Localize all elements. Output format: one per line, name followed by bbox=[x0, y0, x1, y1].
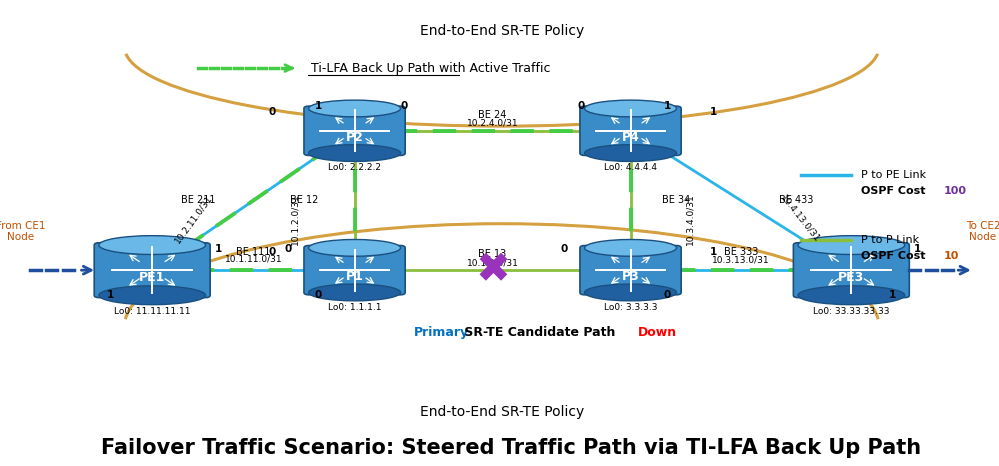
Text: P to PE Link: P to PE Link bbox=[860, 170, 926, 180]
Text: BE 111: BE 111 bbox=[236, 247, 271, 257]
Text: Failover Traffic Scenario: Steered Traffic Path via TI-LFA Back Up Path: Failover Traffic Scenario: Steered Traff… bbox=[101, 438, 921, 458]
Text: 1: 1 bbox=[107, 290, 115, 300]
Text: P4: P4 bbox=[621, 131, 639, 144]
Text: 10.1.11.0/31: 10.1.11.0/31 bbox=[225, 254, 282, 263]
Text: End-to-End SR-TE Policy: End-to-End SR-TE Policy bbox=[420, 24, 583, 38]
FancyBboxPatch shape bbox=[580, 106, 681, 155]
Ellipse shape bbox=[584, 284, 676, 301]
Text: 0: 0 bbox=[560, 244, 568, 254]
Text: 1: 1 bbox=[889, 290, 896, 300]
Text: PE3: PE3 bbox=[838, 271, 864, 284]
Text: Lo0: 4.4.4.4: Lo0: 4.4.4.4 bbox=[604, 164, 657, 172]
Ellipse shape bbox=[309, 145, 401, 161]
Text: Lo0: 33.33.33.33: Lo0: 33.33.33.33 bbox=[813, 307, 889, 316]
Text: SR-TE Candidate Path: SR-TE Candidate Path bbox=[461, 326, 620, 339]
Ellipse shape bbox=[309, 240, 401, 256]
Ellipse shape bbox=[99, 286, 206, 305]
Text: 100: 100 bbox=[943, 186, 966, 196]
Text: P2: P2 bbox=[346, 131, 364, 144]
Ellipse shape bbox=[584, 100, 676, 117]
Text: 0: 0 bbox=[315, 290, 322, 300]
Ellipse shape bbox=[309, 284, 401, 301]
Text: Primary: Primary bbox=[415, 326, 470, 339]
FancyBboxPatch shape bbox=[793, 243, 909, 298]
Text: 10.2.11.0/31: 10.2.11.0/31 bbox=[173, 193, 214, 245]
Text: 10.3.13.0/31: 10.3.13.0/31 bbox=[712, 255, 770, 264]
Text: 0: 0 bbox=[663, 290, 670, 300]
Text: BE 433: BE 433 bbox=[779, 195, 813, 206]
Text: BE 12: BE 12 bbox=[290, 195, 318, 206]
Ellipse shape bbox=[584, 145, 676, 161]
Text: 1: 1 bbox=[663, 101, 670, 111]
Text: 1: 1 bbox=[315, 101, 322, 111]
Text: BE 211: BE 211 bbox=[181, 195, 216, 206]
Text: 10.4.13.0/31: 10.4.13.0/31 bbox=[779, 194, 822, 244]
Text: 1: 1 bbox=[914, 244, 921, 254]
Text: OSPF Cost: OSPF Cost bbox=[860, 186, 929, 196]
Text: 1: 1 bbox=[709, 107, 717, 117]
Text: Lo0: 2.2.2.2: Lo0: 2.2.2.2 bbox=[328, 164, 381, 172]
Ellipse shape bbox=[584, 240, 676, 256]
Text: Down: Down bbox=[638, 326, 677, 339]
Text: P to P Link: P to P Link bbox=[860, 235, 919, 245]
Ellipse shape bbox=[309, 100, 401, 117]
Text: Lo0: 1.1.1.1: Lo0: 1.1.1.1 bbox=[328, 303, 382, 312]
Text: BE 333: BE 333 bbox=[723, 247, 758, 257]
Text: 0: 0 bbox=[285, 244, 292, 254]
FancyBboxPatch shape bbox=[304, 106, 406, 155]
Text: PE1: PE1 bbox=[139, 271, 166, 284]
Text: From CE1
Node: From CE1 Node bbox=[0, 221, 45, 242]
Text: P3: P3 bbox=[621, 270, 639, 283]
Ellipse shape bbox=[99, 236, 206, 254]
Text: 10.1.2.0/31: 10.1.2.0/31 bbox=[291, 193, 300, 245]
Text: BE 13: BE 13 bbox=[479, 249, 506, 259]
Text: Ti-LFA Back Up Path with Active Traffic: Ti-LFA Back Up Path with Active Traffic bbox=[307, 62, 550, 75]
Text: 1: 1 bbox=[215, 244, 222, 254]
Text: ✖: ✖ bbox=[476, 249, 510, 291]
Text: Lo0: 3.3.3.3: Lo0: 3.3.3.3 bbox=[603, 303, 657, 312]
Text: 10.3.4.0/31: 10.3.4.0/31 bbox=[686, 193, 695, 245]
Text: 10.1.3.0/31: 10.1.3.0/31 bbox=[467, 258, 518, 267]
Text: BE 34: BE 34 bbox=[662, 195, 690, 206]
Text: 1: 1 bbox=[709, 247, 717, 257]
Text: 10: 10 bbox=[943, 251, 959, 261]
Text: 0: 0 bbox=[268, 247, 276, 257]
FancyBboxPatch shape bbox=[580, 246, 681, 295]
Text: 0: 0 bbox=[577, 101, 584, 111]
Text: 0: 0 bbox=[268, 107, 276, 117]
FancyBboxPatch shape bbox=[304, 246, 406, 295]
Ellipse shape bbox=[798, 236, 905, 254]
Text: OSPF Cost: OSPF Cost bbox=[860, 251, 929, 261]
Text: End-to-End SR-TE Policy: End-to-End SR-TE Policy bbox=[420, 405, 583, 419]
Text: 10.2.4.0/31: 10.2.4.0/31 bbox=[467, 119, 518, 128]
Text: To CE2
Node: To CE2 Node bbox=[966, 221, 999, 242]
FancyBboxPatch shape bbox=[94, 243, 210, 298]
Text: P1: P1 bbox=[346, 270, 364, 283]
Text: 0: 0 bbox=[401, 101, 408, 111]
Ellipse shape bbox=[798, 286, 905, 305]
Text: Lo0: 11.11.11.11: Lo0: 11.11.11.11 bbox=[114, 307, 191, 316]
Text: BE 24: BE 24 bbox=[479, 110, 506, 119]
